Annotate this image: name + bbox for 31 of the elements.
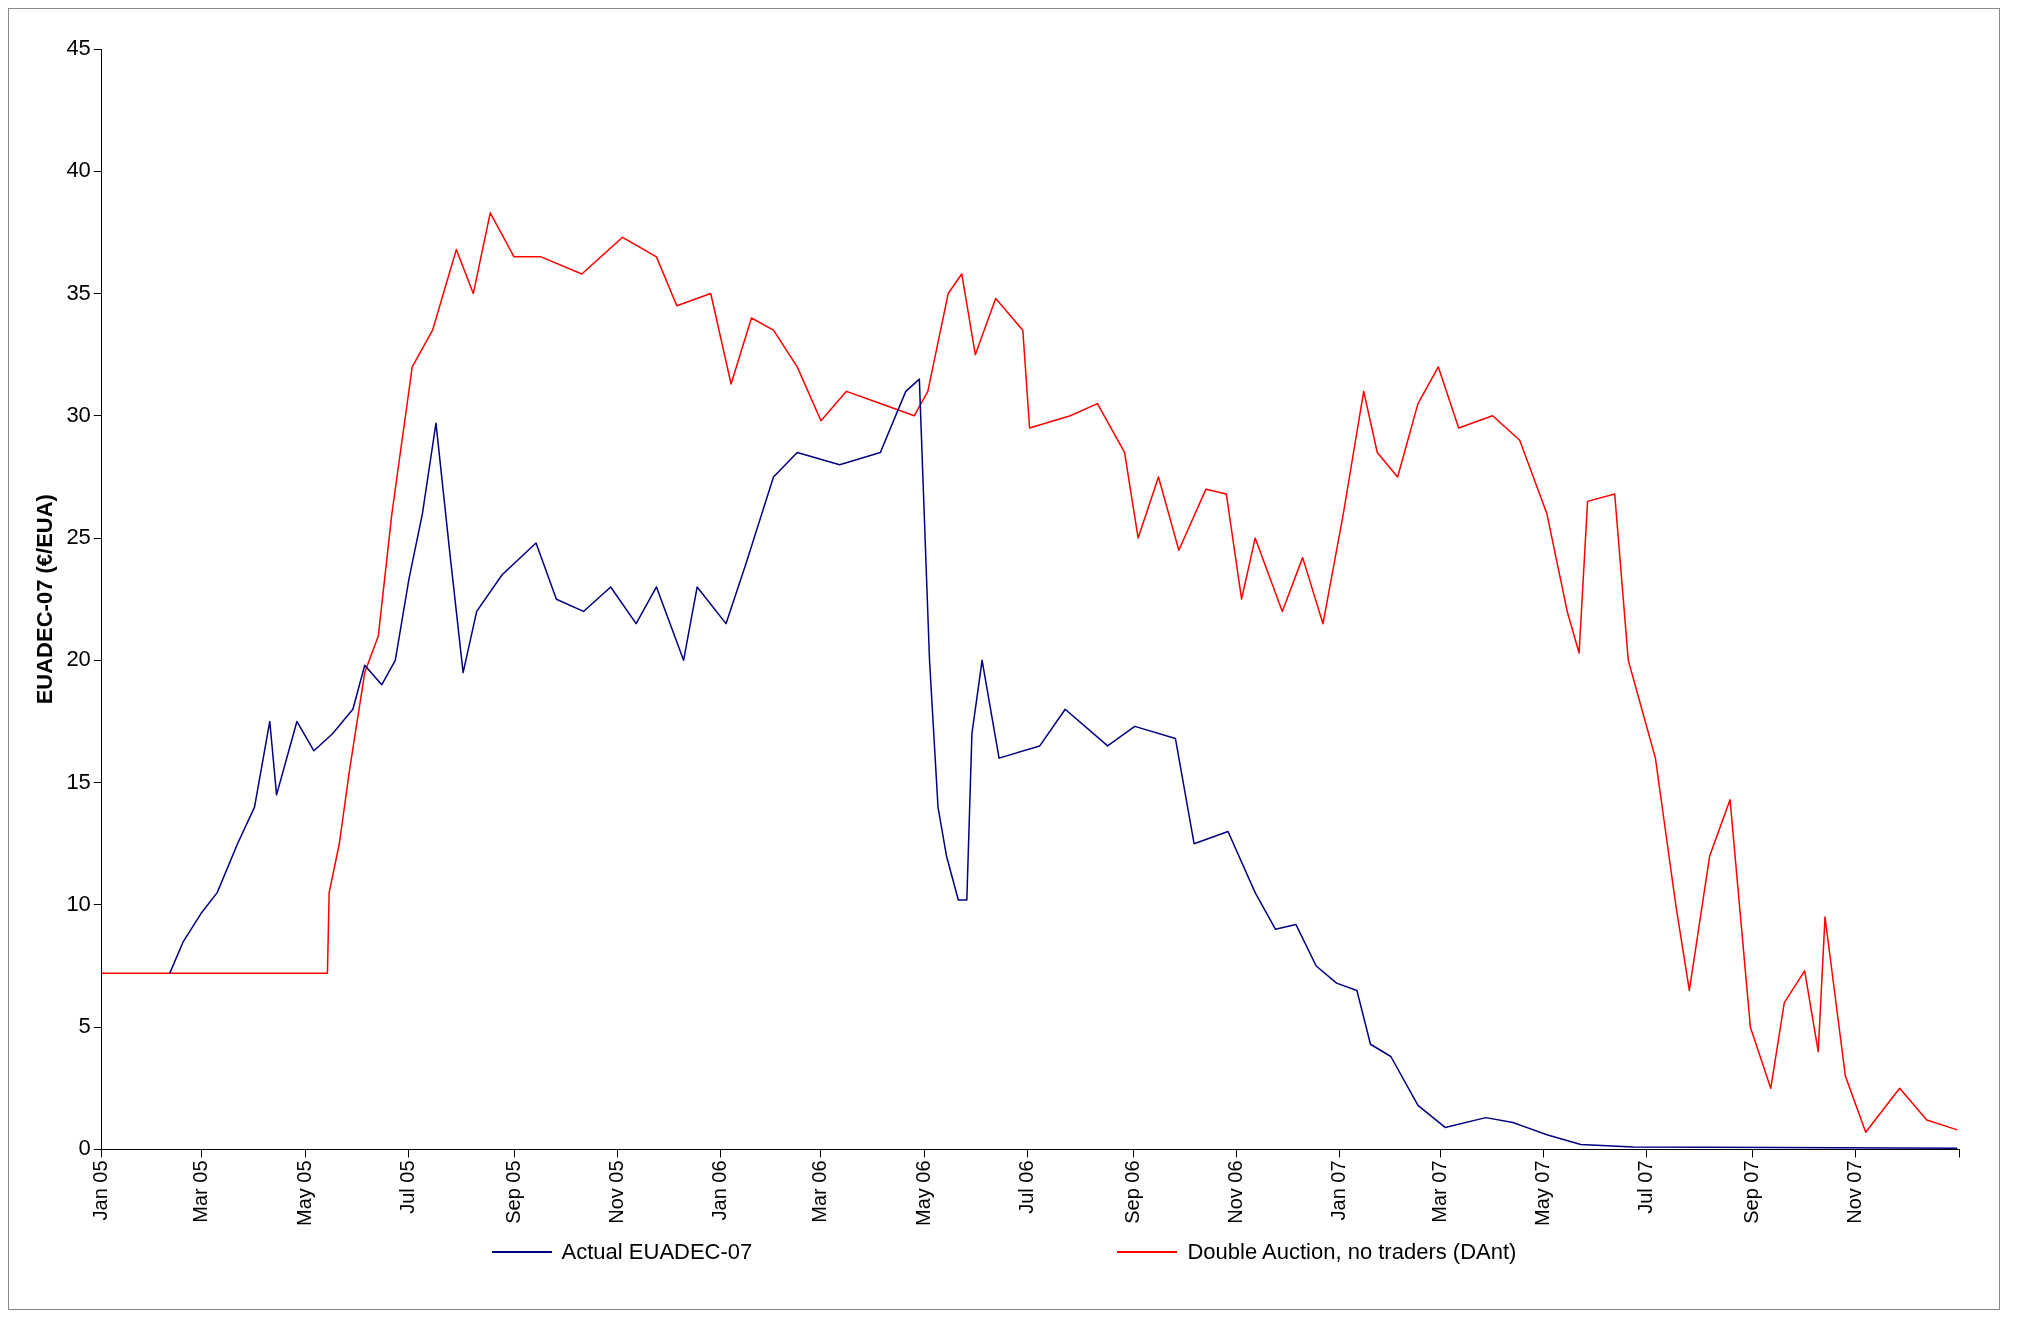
y-tick-label: 25 [66,524,91,550]
x-tick-label: Jan 05 [89,1160,112,1221]
y-axis-title: EUADEC-07 (€/EUA) [32,494,58,705]
x-tick-label: Sep 06 [1120,1160,1143,1224]
x-tick-label: May 05 [292,1160,315,1227]
y-tick-label: 15 [66,768,91,794]
x-tick-label: Jan 06 [708,1160,731,1221]
y-tick-label: 35 [66,279,91,305]
x-tick-label: Nov 06 [1224,1160,1247,1224]
y-tick-label: 40 [66,157,91,183]
x-tick-label: May 06 [911,1160,934,1227]
x-tick-label: Mar 07 [1427,1160,1450,1223]
x-tick-label: Nov 05 [604,1160,627,1224]
x-tick-label: May 07 [1530,1160,1553,1227]
x-tick-label: Jul 06 [1015,1160,1038,1214]
y-tick-label: 5 [78,1013,91,1039]
x-tick-label: Sep 05 [501,1160,524,1224]
x-tick-label: Mar 06 [808,1160,831,1223]
x-tick-label: Nov 07 [1843,1160,1866,1224]
x-tick-label: Jan 07 [1327,1160,1350,1221]
x-tick-label: Jul 05 [396,1160,419,1214]
x-tick-label: Sep 07 [1739,1160,1762,1224]
y-tick-label: 10 [66,890,91,916]
y-tick-label: 45 [66,35,91,61]
x-tick-label: Mar 05 [189,1160,212,1223]
y-tick-label: 30 [66,401,91,427]
legend-label: Actual EUADEC-07 [561,1239,753,1265]
x-tick-label: Jul 07 [1634,1160,1657,1214]
y-tick-label: 0 [78,1135,91,1161]
y-tick-label: 20 [66,646,91,672]
legend-label: Double Auction, no traders (DAnt) [1187,1239,1517,1265]
